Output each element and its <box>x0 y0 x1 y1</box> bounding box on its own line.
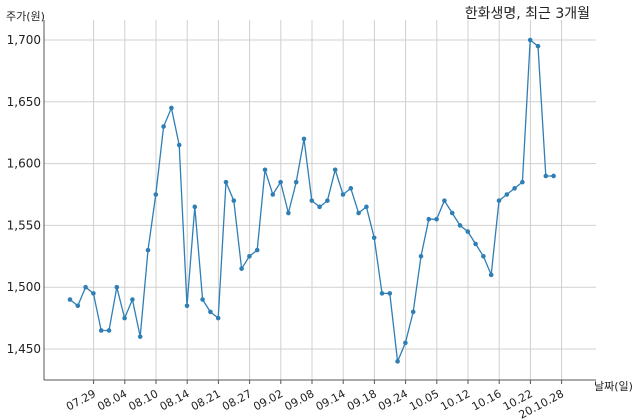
data-point <box>184 303 190 309</box>
x-tick-label: 08.27 <box>220 387 254 413</box>
y-tick-label: 1,550 <box>7 218 41 232</box>
data-point <box>465 229 471 234</box>
data-point <box>200 297 205 302</box>
x-tick-label: 09.18 <box>345 387 379 413</box>
data-point <box>325 198 330 203</box>
x-tick-label: 09.08 <box>282 387 316 413</box>
data-point <box>161 124 166 129</box>
y-tick-label: 1,500 <box>7 280 41 294</box>
data-point <box>106 328 112 333</box>
data-point <box>91 291 96 296</box>
x-tick-label: 09.02 <box>251 387 285 413</box>
data-point <box>496 198 502 203</box>
data-point <box>286 210 291 216</box>
x-tick-label: 08.10 <box>126 387 160 413</box>
data-point <box>481 253 486 259</box>
data-point <box>67 297 73 302</box>
x-tick-label: 09.24 <box>376 387 410 413</box>
y-tick-label: 1,450 <box>7 342 41 356</box>
data-point <box>504 192 510 197</box>
data-point <box>488 272 494 278</box>
data-point <box>418 253 424 259</box>
chart-title: 한화생명, 최근 3개월 <box>465 6 590 22</box>
data-point <box>364 204 369 210</box>
x-tick-label: 09.14 <box>314 387 348 413</box>
data-point <box>512 186 517 191</box>
chart-axes <box>43 20 596 384</box>
data-point <box>137 334 143 339</box>
data-point <box>278 179 283 185</box>
data-point <box>301 136 307 142</box>
y-tick-label: 1,650 <box>7 95 41 109</box>
chart-grid <box>44 20 596 380</box>
x-axis-label: 날짜(일) <box>594 379 633 393</box>
data-point <box>262 167 268 173</box>
data-point <box>403 340 408 346</box>
data-point <box>254 247 260 253</box>
x-tick-label: 07.29 <box>64 387 98 413</box>
data-point <box>98 328 104 333</box>
y-tick-label: 1,700 <box>7 33 41 47</box>
x-tick-label: 08.14 <box>158 387 192 413</box>
data-point <box>317 204 322 210</box>
data-point <box>356 210 361 216</box>
x-tick-labels: 07.2908.0408.1008.1408.2108.2709.0209.08… <box>64 387 566 419</box>
x-tick-label: 10.12 <box>438 387 472 413</box>
x-tick-label: 10.05 <box>407 387 441 413</box>
data-point <box>473 241 478 247</box>
data-point <box>176 142 182 148</box>
data-point <box>208 309 213 315</box>
data-point <box>215 315 221 321</box>
data-point <box>410 309 416 315</box>
data-point <box>293 179 299 185</box>
data-point <box>527 37 533 43</box>
data-point <box>114 284 120 290</box>
data-point <box>270 192 276 197</box>
data-point <box>348 186 354 191</box>
data-point <box>145 247 151 253</box>
data-point <box>130 297 135 302</box>
data-point <box>75 303 81 309</box>
x-tick-label: 08.04 <box>95 387 129 413</box>
data-point <box>340 192 346 197</box>
data-point <box>395 359 400 364</box>
data-point <box>434 216 439 222</box>
data-point <box>449 210 455 216</box>
data-point <box>457 223 463 228</box>
data-point <box>332 167 338 173</box>
y-tick-labels: 1,450 1,500 1,550 1,600 1,650 1,700 <box>7 33 41 356</box>
data-point <box>309 198 315 203</box>
data-point <box>153 192 159 197</box>
data-point <box>551 173 556 179</box>
data-point <box>169 105 174 111</box>
data-point <box>231 198 237 203</box>
price-points <box>67 37 556 364</box>
data-point <box>379 291 385 296</box>
data-point <box>83 284 88 290</box>
data-point <box>371 235 377 241</box>
data-point <box>239 266 244 271</box>
data-point <box>543 173 549 179</box>
data-point <box>535 43 541 49</box>
data-point <box>223 179 229 185</box>
x-tick-label: 08.21 <box>189 387 223 413</box>
data-point <box>247 253 252 259</box>
y-tick-label: 1,600 <box>7 157 41 171</box>
data-point <box>520 179 525 185</box>
y-axis-label: 주가(원) <box>6 10 45 23</box>
data-point <box>122 315 127 321</box>
data-point <box>387 291 393 296</box>
x-tick-label: 10.16 <box>470 387 504 413</box>
data-point <box>192 204 198 210</box>
data-point <box>426 216 432 222</box>
data-point <box>442 198 447 203</box>
